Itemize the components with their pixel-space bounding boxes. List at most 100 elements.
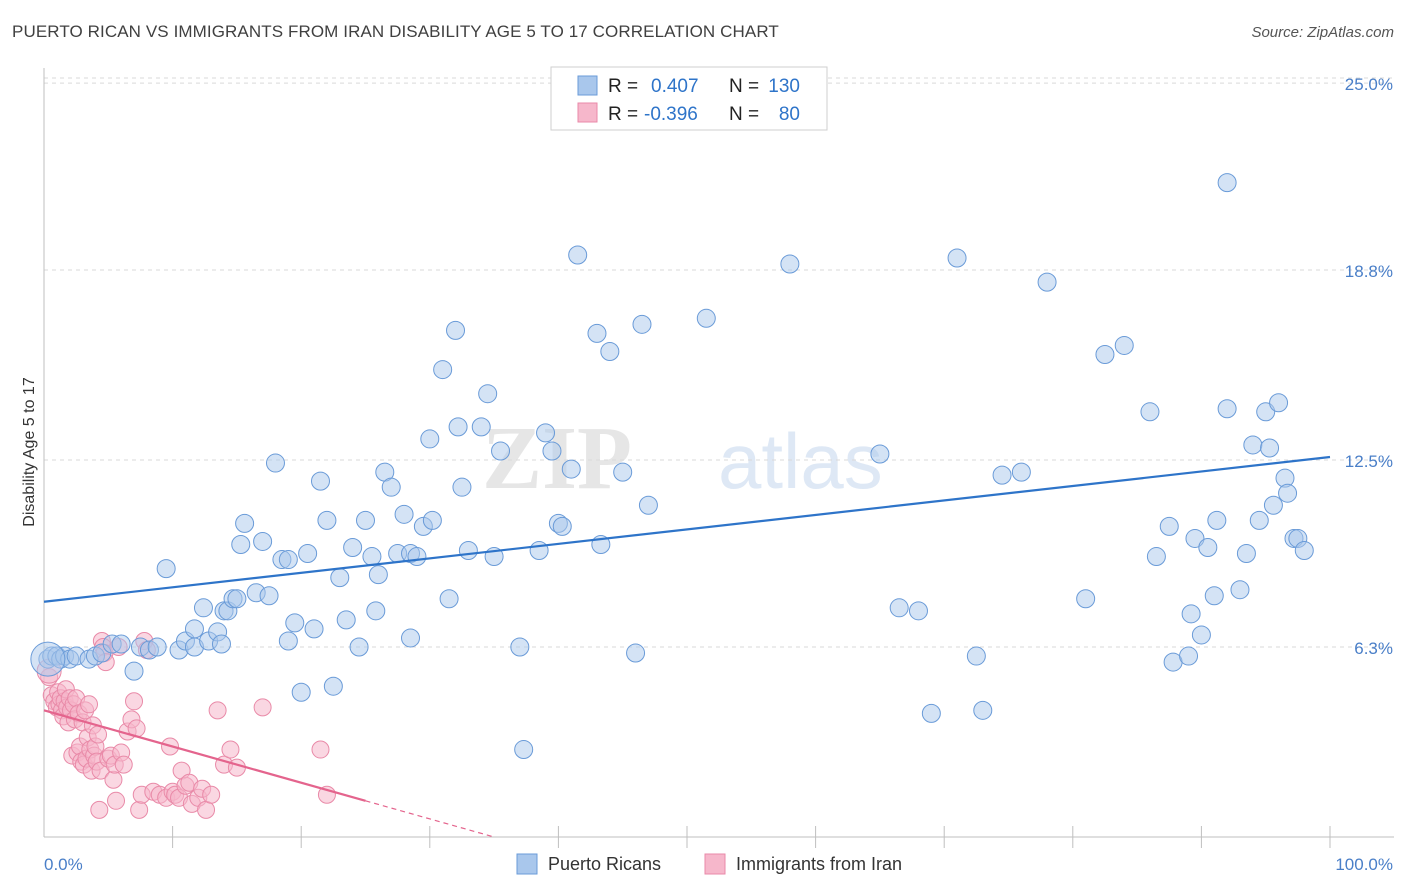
point-puerto-rican [1159,516,1179,536]
y-tick-labels: 6.3% 12.5% 18.8% 25.0% [1345,75,1393,658]
point-puerto-rican [613,462,633,482]
point-puerto-rican [265,453,285,473]
x-tick-label: 100.0% [1335,855,1393,874]
point-puerto-rican [870,444,890,464]
watermark: ZIP atlas [482,409,883,508]
point-puerto-rican [1207,510,1227,530]
point-puerto-rican [626,643,646,663]
point-puerto-rican [362,547,382,567]
point-iran [221,740,240,759]
point-puerto-rican [1146,547,1166,567]
point-puerto-rican [1198,537,1218,557]
point-puerto-rican [446,320,466,340]
point-puerto-rican [184,619,204,639]
point-puerto-rican [227,589,247,609]
point-puerto-rican [349,637,369,657]
point-iran [197,800,216,819]
point-puerto-rican [366,601,386,621]
point-puerto-rican [310,471,330,491]
point-puerto-rican [356,510,375,530]
point-iran [202,785,221,804]
x-tick-label: 0.0% [44,855,83,874]
point-puerto-rican [552,516,572,536]
point-puerto-rican [561,459,581,479]
point-puerto-rican [336,610,356,630]
point-puerto-rican [568,245,588,265]
point-puerto-rican [889,598,909,618]
point-puerto-rican [1179,646,1199,666]
stats-swatch-blue [577,75,598,96]
point-puerto-rican [124,661,144,681]
point-puerto-rican [291,682,311,702]
point-puerto-rican [510,637,530,657]
point-puerto-rican [1185,528,1205,548]
point-puerto-rican [1230,580,1250,600]
stats-legend: R = 0.407 N = 130 R = -0.396 N = 80 [550,66,828,131]
point-puerto-rican [1217,399,1237,419]
point-puerto-rican [1260,438,1280,458]
point-puerto-rican [1269,393,1289,413]
point-puerto-rican [491,441,511,461]
point-puerto-rican [147,637,167,657]
point-puerto-rican [330,568,350,588]
point-puerto-rican [278,550,298,570]
point-iran [89,725,108,744]
point-puerto-rican [1191,625,1211,645]
point-puerto-rican [235,513,255,533]
point-puerto-rican [1037,272,1057,292]
point-iran [107,791,126,810]
point-puerto-rican [323,676,343,696]
point-puerto-rican [1217,173,1237,193]
point-puerto-rican [368,565,388,585]
point-iran [130,800,149,819]
point-puerto-rican [478,384,498,404]
point-puerto-rican [298,544,318,564]
point-iran [125,692,144,711]
point-puerto-rican [780,254,800,274]
point-puerto-rican [529,541,549,561]
watermark-atlas: atlas [718,417,883,505]
point-puerto-rican [1204,586,1224,606]
point-puerto-rican [921,703,941,723]
point-puerto-rican [600,341,620,361]
stats-n-label: N = [729,104,759,125]
point-puerto-rican [1181,604,1201,624]
stats-swatch-pink [577,102,598,123]
point-puerto-rican [1236,544,1256,564]
series-puerto-ricans [30,173,1314,760]
legend-swatch-puerto-ricans [516,853,538,875]
point-iran [227,758,246,777]
point-puerto-rican [407,547,427,567]
point-puerto-rican [536,423,556,443]
point-puerto-rican [1263,495,1283,515]
y-tick-label: 18.8% [1345,262,1393,281]
stats-r-value: 0.407 [651,76,699,97]
point-iran [90,800,109,819]
legend-label-puerto-ricans: Puerto Ricans [548,854,661,874]
point-puerto-rican [111,634,131,654]
point-puerto-rican [947,248,967,268]
point-puerto-rican [632,314,652,334]
point-puerto-rican [439,589,459,609]
point-puerto-rican [1095,344,1115,364]
point-puerto-rican [458,541,478,561]
y-tick-label: 6.3% [1354,639,1393,658]
point-puerto-rican [193,598,213,618]
source-credit: Source: ZipAtlas.com [1251,24,1394,41]
point-puerto-rican [304,619,324,639]
legend-label-iran: Immigrants from Iran [736,854,902,874]
point-iran [208,701,227,720]
point-puerto-rican [1011,462,1031,482]
point-puerto-rican [285,613,305,633]
point-iran [311,740,330,759]
point-iran [253,698,272,717]
trend-lines [43,455,1331,838]
point-puerto-rican [253,531,273,551]
point-puerto-rican [231,534,251,554]
point-puerto-rican [401,628,421,648]
point-puerto-rican [1249,510,1269,530]
point-puerto-rican-cluster [30,641,66,677]
point-puerto-rican [973,700,993,720]
point-puerto-rican [638,495,658,515]
